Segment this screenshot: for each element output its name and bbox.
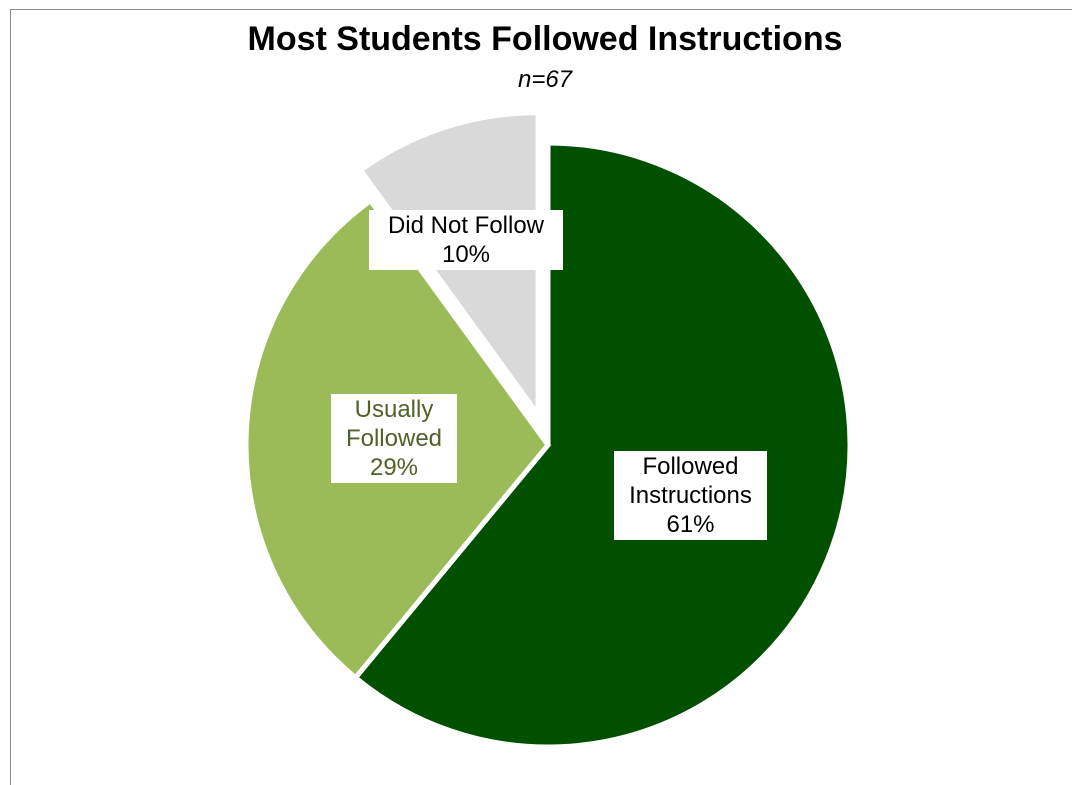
slice-label-did-not-follow: Did Not Follow 10% [369,210,563,270]
chart-frame [10,9,1072,785]
slice-label-followed-instructions: Followed Instructions 61% [614,451,767,540]
slice-label-line: Usually [354,396,434,423]
slice-value: 10% [441,241,491,268]
chart-title: Most Students Followed Instructions [247,20,843,58]
pie-slice-followed-instructions [351,140,853,750]
chart-subtitle: n=67 [517,66,573,93]
slice-value: 29% [369,454,419,481]
slice-label-line: Followed [642,453,739,480]
slice-label-line: Followed [345,425,443,452]
slice-label-line: Did Not Follow [387,212,545,239]
slice-value: 61% [666,511,715,538]
slice-label-usually-followed: Usually Followed 29% [331,394,457,483]
slice-label-line: Instructions [629,482,752,509]
